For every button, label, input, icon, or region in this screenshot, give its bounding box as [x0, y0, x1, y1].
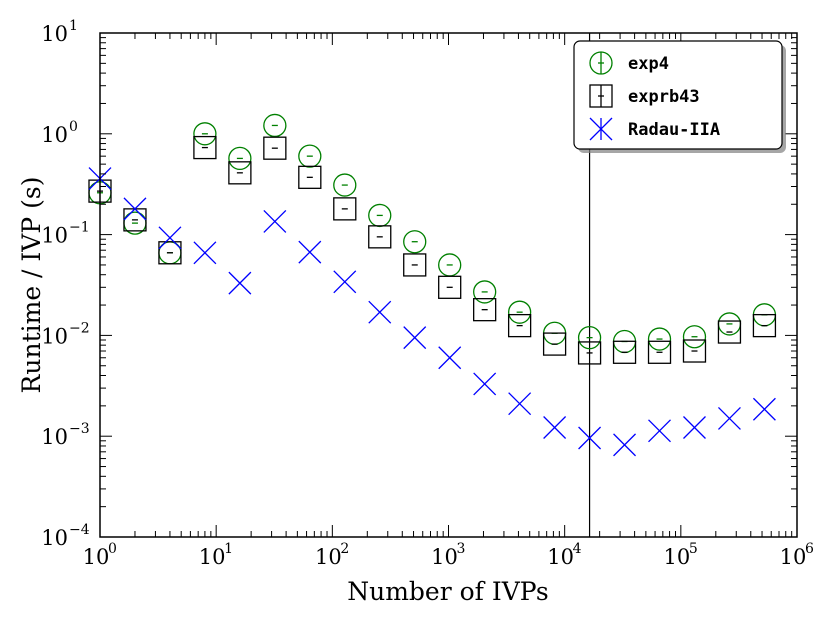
- x-tick-exponent: 4: [573, 541, 582, 557]
- y-tick-label: 10: [41, 425, 68, 449]
- data-point: [228, 161, 252, 185]
- y-tick-label: 10: [41, 526, 68, 550]
- data-point: [507, 313, 532, 338]
- data-point: [543, 416, 567, 439]
- x-axis-label: Number of IVPs: [347, 577, 549, 606]
- series-exp4: [88, 113, 777, 354]
- data-point: [403, 326, 427, 350]
- data-point: [717, 406, 741, 430]
- x-tick-exponent: 3: [457, 541, 466, 557]
- legend-box: [573, 40, 783, 150]
- data-point: [263, 210, 287, 233]
- y-tick-exponent: −1: [69, 220, 90, 236]
- data-point: [473, 298, 497, 322]
- data-point: [438, 253, 462, 277]
- data-point: [403, 253, 427, 277]
- y-tick-exponent: 0: [69, 119, 78, 135]
- data-point: [438, 275, 462, 299]
- data-point: [193, 135, 217, 160]
- y-tick-exponent: −4: [69, 522, 90, 538]
- series-exprb43: [88, 135, 777, 365]
- data-point: [612, 340, 637, 364]
- data-point: [648, 419, 671, 443]
- data-point: [123, 197, 147, 221]
- x-tick-exponent: 5: [689, 541, 698, 557]
- y-tick-label: 10: [41, 224, 68, 248]
- legend-label: exprb43: [628, 87, 700, 107]
- data-point: [613, 433, 637, 457]
- y-tick-exponent: −2: [69, 320, 90, 336]
- data-point: [578, 426, 602, 450]
- data-point: [193, 122, 217, 146]
- y-tick-exponent: −3: [69, 421, 90, 437]
- data-point: [158, 226, 182, 250]
- data-point: [717, 320, 742, 344]
- x-tick-label: 10: [431, 545, 458, 569]
- data-point: [542, 332, 567, 356]
- data-point: [333, 173, 357, 197]
- data-point: [403, 230, 427, 254]
- legend: exp4 exprb43 Radau-IIA: [573, 40, 786, 153]
- x-tick-exponent: 6: [805, 541, 814, 557]
- data-point: [473, 280, 497, 304]
- y-tick-label: 10: [41, 22, 68, 46]
- data-point: [682, 339, 707, 363]
- x-tick-exponent: 0: [108, 541, 117, 557]
- data-point: [647, 327, 672, 351]
- x-tick-label: 10: [83, 545, 110, 569]
- data-point: [298, 240, 322, 264]
- x-tick-label: 10: [199, 545, 226, 569]
- series-radau-iia: [88, 167, 776, 457]
- data-point: [158, 241, 182, 265]
- data-point: [752, 313, 777, 338]
- y-tick-label: 10: [41, 123, 68, 147]
- data-point: [228, 271, 252, 295]
- y-tick-label: 10: [41, 324, 68, 348]
- data-point: [333, 197, 357, 221]
- x-tick-label: 10: [663, 545, 690, 569]
- data-point: [577, 325, 602, 350]
- data-point: [507, 300, 532, 324]
- data-point: [228, 146, 252, 171]
- x-tick-exponent: 2: [340, 541, 349, 557]
- data-point: [193, 241, 217, 265]
- series-layer: [88, 113, 777, 457]
- x-tick-label: 10: [547, 545, 574, 569]
- data-point: [438, 346, 462, 370]
- data-point: [508, 392, 532, 416]
- data-point: [298, 144, 322, 168]
- y-tick-exponent: 1: [69, 18, 78, 34]
- data-point: [473, 372, 497, 396]
- data-point: [368, 300, 392, 324]
- x-tick-exponent: 1: [224, 541, 233, 557]
- data-point: [683, 416, 706, 439]
- x-axis: 100 101 102 103 104 105 106: [83, 33, 814, 569]
- data-point: [368, 203, 392, 228]
- x-tick-label: 10: [315, 545, 342, 569]
- legend-entries: exp4 exprb43 Radau-IIA: [589, 51, 720, 141]
- data-point: [368, 225, 392, 249]
- data-point: [647, 340, 672, 364]
- data-point: [752, 397, 776, 421]
- y-axis-label: Runtime / IVP (s): [17, 177, 46, 394]
- x-tick-label: 10: [780, 545, 807, 569]
- data-point: [298, 165, 322, 189]
- data-point: [333, 270, 357, 294]
- data-point: [263, 113, 287, 138]
- data-point: [682, 325, 707, 349]
- data-point: [577, 341, 602, 365]
- legend-label: Radau-IIA: [628, 120, 720, 140]
- data-point: [263, 136, 287, 160]
- legend-label: exp4: [628, 54, 669, 74]
